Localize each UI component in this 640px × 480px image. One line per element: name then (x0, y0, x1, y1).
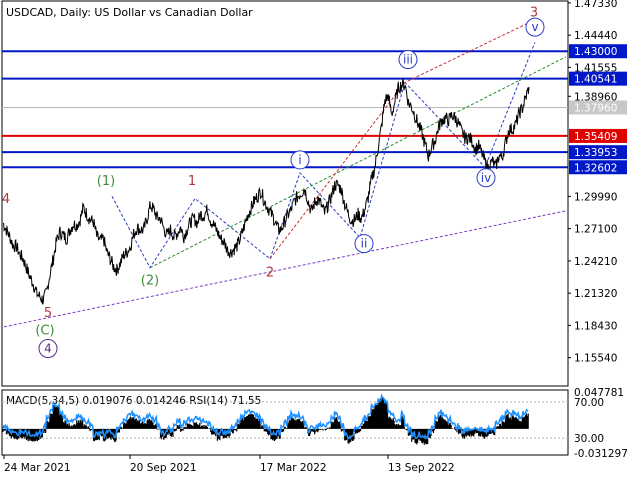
level-label-box-4 (569, 160, 627, 175)
price-panel-frame (1, 0, 569, 387)
indicator-panel-frame (1, 389, 569, 456)
indicator-title: MACD(5,34,5) 0.019076 0.014246 RSI(14) 7… (6, 395, 261, 407)
wave-label-1: 5 (44, 306, 52, 321)
wave-label-2: (C) (35, 324, 54, 339)
level-label-3: 1.33953 (574, 147, 617, 159)
x-tick-label-1: 20 Sep 2021 (130, 462, 197, 474)
ind-tick-label-3: -0.031297 (574, 448, 628, 460)
wave-projection-line (111, 42, 536, 269)
wave-circle-8 (290, 150, 310, 170)
horizontal-levels (2, 50, 568, 169)
y-tick-label-10: 1.15540 (574, 353, 617, 365)
x-tick-label-0: 24 Mar 2021 (4, 462, 71, 474)
wave-label-9: ii (361, 237, 368, 251)
wave-circle-12 (525, 17, 545, 37)
price-axis: 1.47330 1.44440 1.41555 1.38960 1.29990 1.271… (568, 0, 617, 365)
ind-tick-label-1: 70.00 (574, 397, 604, 409)
current-price-box (569, 100, 627, 115)
trend-lines (3, 21, 567, 328)
x-tick-label-2: 17 Mar 2022 (260, 462, 327, 474)
current-price-label: 1.37960 (574, 102, 617, 114)
level-label-4: 1.32602 (574, 162, 617, 174)
wave-label-8: i (298, 153, 301, 167)
wave-3-projection-line (269, 21, 531, 260)
support-channel-line (3, 210, 567, 328)
rsi-line (2, 393, 529, 441)
wave-label-6: 1 (188, 174, 196, 189)
level-label-1: 1.40541 (574, 74, 617, 86)
wave-circle-10 (398, 49, 418, 69)
wave-label-3: 4 (44, 342, 52, 356)
y-tick-label-2: 1.41555 (574, 62, 617, 74)
y-tick-label-5: 1.29990 (574, 191, 617, 203)
wave-label-13: 3 (530, 6, 538, 21)
wave-label-4: (1) (97, 174, 115, 189)
wave-circle-3 (38, 339, 58, 359)
wave-circle-9 (354, 234, 374, 254)
level-label-0: 1.43000 (574, 46, 617, 58)
level-label-box-1 (569, 71, 627, 86)
level-label-2: 1.35409 (574, 131, 617, 143)
wave-label-0: 4 (2, 192, 10, 207)
ind-tick-label-0: 0.047781 (574, 387, 624, 399)
wave-channel-line (149, 56, 567, 269)
level-label-box-3 (569, 145, 627, 160)
level-label-box-2 (569, 128, 627, 143)
wave-label-11: iv (481, 171, 491, 185)
price-panel[interactable]: USDCAD, Daily: US Dollar vs Canadian Dol… (1, 0, 569, 387)
indicator-panel: MACD(5,34,5) 0.019076 0.014246 RSI(14) 7… (1, 389, 569, 456)
price-line (2, 78, 530, 305)
y-tick-label-7: 1.24210 (574, 256, 617, 268)
level-price-labels: 1.43000 1.40541 1.35409 1.33953 1.32602 1.379… (569, 44, 627, 175)
y-tick-label-8: 1.21320 (574, 288, 617, 300)
chart-title: USDCAD, Daily: US Dollar vs Canadian Dol… (6, 6, 253, 19)
x-tick-label-3: 13 Sep 2022 (388, 462, 455, 474)
wave-label-10: iii (403, 52, 413, 66)
wave-label-12: v (531, 20, 538, 34)
y-tick-label-0: 1.47330 (574, 0, 617, 10)
ind-tick-label-2: 30.00 (574, 433, 604, 445)
y-tick-label-1: 1.44440 (574, 30, 617, 42)
level-label-box-0 (569, 44, 627, 59)
wave-circle-11 (476, 168, 496, 188)
wave-label-5: (2) (141, 273, 159, 288)
wave-label-7: 2 (266, 266, 274, 281)
y-tick-label-3: 1.38960 (574, 91, 617, 103)
y-tick-label-6: 1.27100 (574, 224, 617, 236)
date-axis: 24 Mar 2021 20 Sep 2021 17 Mar 2022 13 Sep … (3, 455, 455, 474)
macd-rsi-plot (2, 393, 568, 445)
y-tick-label-9: 1.18430 (574, 320, 617, 332)
